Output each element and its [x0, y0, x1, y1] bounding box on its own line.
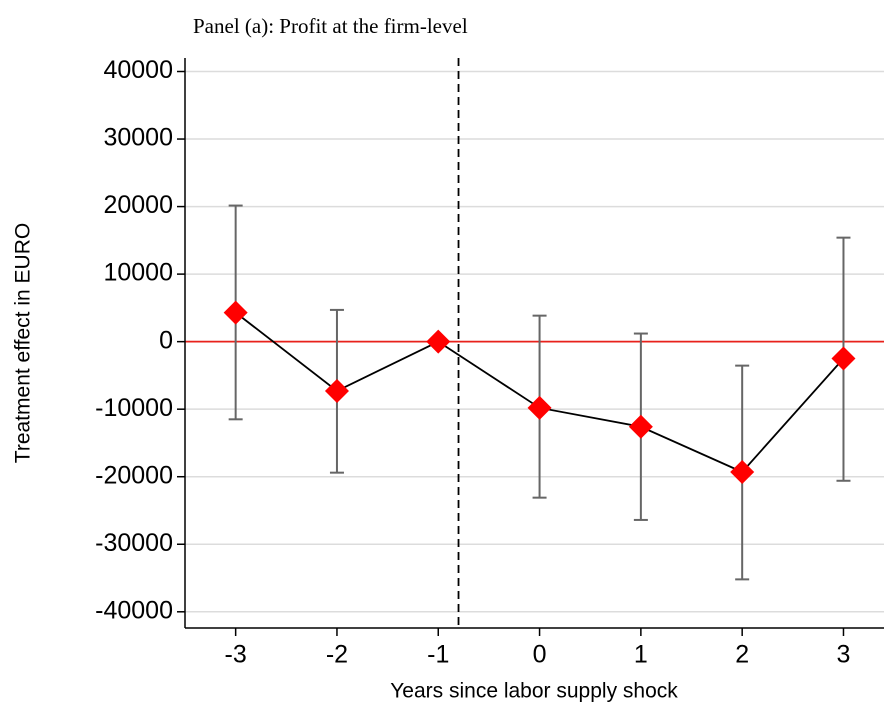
marker — [527, 395, 552, 420]
x-tick-label: 2 — [735, 641, 749, 669]
marker — [426, 329, 451, 354]
y-tick-label: 10000 — [103, 259, 173, 287]
chart-title: Panel (a): Profit at the firm-level — [193, 14, 468, 38]
y-tick-label: 20000 — [103, 191, 173, 219]
x-tick-label: 1 — [634, 641, 648, 669]
x-tick-label: 3 — [837, 641, 851, 669]
x-tick-label: -1 — [427, 641, 449, 669]
marker — [730, 459, 755, 484]
y-tick-label: 40000 — [103, 56, 173, 84]
marker — [628, 414, 653, 439]
marker — [324, 378, 349, 403]
y-axis-label: Treatment effect in EURO — [12, 223, 35, 463]
x-tick-label: -3 — [225, 641, 247, 669]
x-axis-label: Years since labor supply shock — [390, 680, 678, 703]
y-tick-label: -10000 — [95, 394, 173, 422]
x-tick-label: 0 — [533, 641, 547, 669]
x-tick-label: -2 — [326, 641, 348, 669]
marker — [223, 300, 248, 325]
y-tick-label: -30000 — [95, 529, 173, 557]
marker — [831, 346, 856, 371]
y-tick-label: -20000 — [95, 461, 173, 489]
y-tick-label: 30000 — [103, 124, 173, 152]
y-tick-label: -40000 — [95, 596, 173, 624]
y-tick-label: 0 — [159, 326, 173, 354]
